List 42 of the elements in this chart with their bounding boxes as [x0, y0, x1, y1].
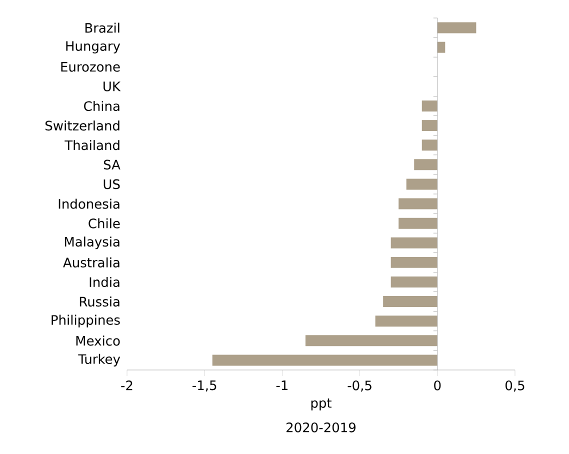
bar	[305, 335, 438, 346]
bar	[414, 159, 438, 170]
y-tick-label: Malaysia	[64, 236, 120, 250]
y-tick-label: SA	[104, 160, 120, 170]
text: 2020-2019	[286, 422, 356, 432]
y-tick-label: Philippines	[52, 314, 120, 328]
y-tick-label: China	[84, 100, 120, 112]
x-tick-label: 0	[434, 380, 441, 390]
bar	[383, 296, 438, 308]
bar	[422, 140, 438, 151]
bar	[390, 256, 438, 268]
y-tick-label: Hungary	[66, 41, 120, 54]
x-tick-label: -1	[276, 380, 288, 390]
bar	[406, 178, 438, 190]
bar	[375, 316, 438, 327]
y-tick-label: UK	[104, 82, 121, 92]
y-tick-label: India	[90, 276, 120, 288]
y-tick-label: Indonesia	[58, 198, 120, 209]
x-tick-label: -0,5	[348, 380, 372, 392]
y-tick-label: Turkey	[78, 354, 120, 366]
bar	[422, 120, 438, 132]
bar	[422, 100, 438, 112]
y-tick-label: Brazil	[85, 22, 120, 33]
x-tick-label: -2	[121, 380, 132, 390]
bar	[212, 354, 438, 366]
y-tick-label: Switzerland	[46, 120, 120, 131]
y-tick-label: Chile	[88, 218, 120, 228]
y-tick-label: Australia	[63, 257, 120, 268]
bar	[437, 22, 476, 34]
y-tick-label: Thailand	[64, 140, 120, 150]
x-axis-title: ppt	[311, 398, 332, 410]
y-tick-label: Russia	[80, 296, 120, 307]
y-tick-label: Mexico	[76, 336, 120, 346]
x-tick-label: -1,5	[192, 380, 216, 392]
x-tick-label: 0,5	[506, 380, 524, 392]
y-tick-label: Eurozone	[61, 62, 120, 72]
bar	[398, 198, 438, 210]
bar	[437, 42, 446, 53]
bar	[390, 276, 438, 288]
y-tick-label: US	[104, 179, 120, 190]
bar	[398, 218, 438, 229]
bar	[390, 237, 438, 248]
